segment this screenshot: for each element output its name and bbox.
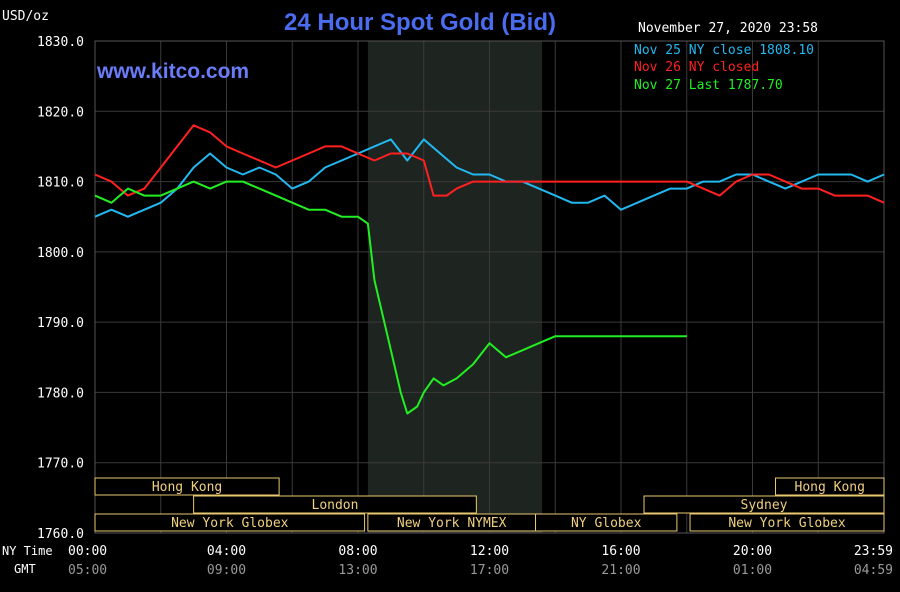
session-bar <box>775 477 885 496</box>
session-bar <box>689 513 885 532</box>
session-bar <box>535 513 678 532</box>
x-tick-label-ny: 04:00 <box>207 544 246 559</box>
series-line-2 <box>94 180 687 415</box>
series-line-1 <box>94 124 885 204</box>
x-tick-label-gmt: 05:00 <box>68 563 107 578</box>
ny-time-row-label: NY Time <box>2 544 53 558</box>
x-tick-labels: 00:00 05:00 04:00 09:00 08:00 13:00 12:00 17:00… <box>68 544 893 578</box>
series-lines <box>94 124 885 415</box>
session-bar <box>94 513 366 532</box>
nymex-session-shading <box>367 41 543 533</box>
x-tick-label-ny: 20:00 <box>733 544 772 559</box>
timestamp: November 27, 2020 23:58 <box>638 21 818 36</box>
x-tick-label-ny: 23:59 <box>854 544 893 559</box>
session-label: NY Globex <box>571 516 642 531</box>
y-tick-labels: 1830.0 1820.0 1810.0 1800.0 1790.0 1780.0 1770… <box>37 35 84 542</box>
x-tick-label-gmt: 17:00 <box>470 563 509 578</box>
session-label: New York Globex <box>728 516 846 531</box>
y-tick-label: 1830.0 <box>37 35 84 50</box>
x-tick-label-gmt: 21:00 <box>601 563 640 578</box>
y-tick-label: 1820.0 <box>37 105 84 120</box>
legend-entry-nov27: Nov 27 Last 1787.70 <box>634 78 783 93</box>
session-label: London <box>312 498 359 513</box>
session-label: New York NYMEX <box>397 516 507 531</box>
session-bar <box>193 495 477 514</box>
y-tick-label: 1770.0 <box>37 457 84 472</box>
session-label: Hong Kong <box>152 480 222 495</box>
session-bars: Hong Kong Hong Kong London Sydney New York G… <box>94 477 885 532</box>
y-tick-label: 1800.0 <box>37 246 84 261</box>
x-tick-label-ny: 00:00 <box>68 544 107 559</box>
y-tick-label: 1760.0 <box>37 527 84 542</box>
legend-entry-nov25: Nov 25 NY close 1808.10 <box>634 43 814 58</box>
y-tick-label: 1780.0 <box>37 386 84 401</box>
x-tick-label-gmt: 04:59 <box>854 563 893 578</box>
x-tick-label-gmt: 01:00 <box>733 563 772 578</box>
session-label: Sydney <box>741 498 788 513</box>
y-tick-label: 1810.0 <box>37 176 84 191</box>
chart-title: 24 Hour Spot Gold (Bid) <box>284 9 556 36</box>
legend: Nov 25 NY close 1808.10 Nov 26 NY closed… <box>634 43 814 93</box>
x-tick-label-gmt: 13:00 <box>338 563 377 578</box>
session-bar <box>643 495 885 514</box>
y-tick-label: 1790.0 <box>37 316 84 331</box>
legend-entry-nov26: Nov 26 NY closed <box>634 60 759 75</box>
x-tick-label-ny: 16:00 <box>601 544 640 559</box>
gmt-row-label: GMT <box>14 562 36 576</box>
plot-border <box>94 40 885 534</box>
session-bar <box>94 477 280 496</box>
x-tick-label-gmt: 09:00 <box>207 563 246 578</box>
session-label: Hong Kong <box>795 480 865 495</box>
x-tick-label-ny: 12:00 <box>470 544 509 559</box>
y-axis-label: USD/oz <box>2 9 49 24</box>
watermark: www.kitco.com <box>96 60 249 83</box>
session-label: New York Globex <box>171 516 289 531</box>
x-tick-label-ny: 08:00 <box>338 544 377 559</box>
